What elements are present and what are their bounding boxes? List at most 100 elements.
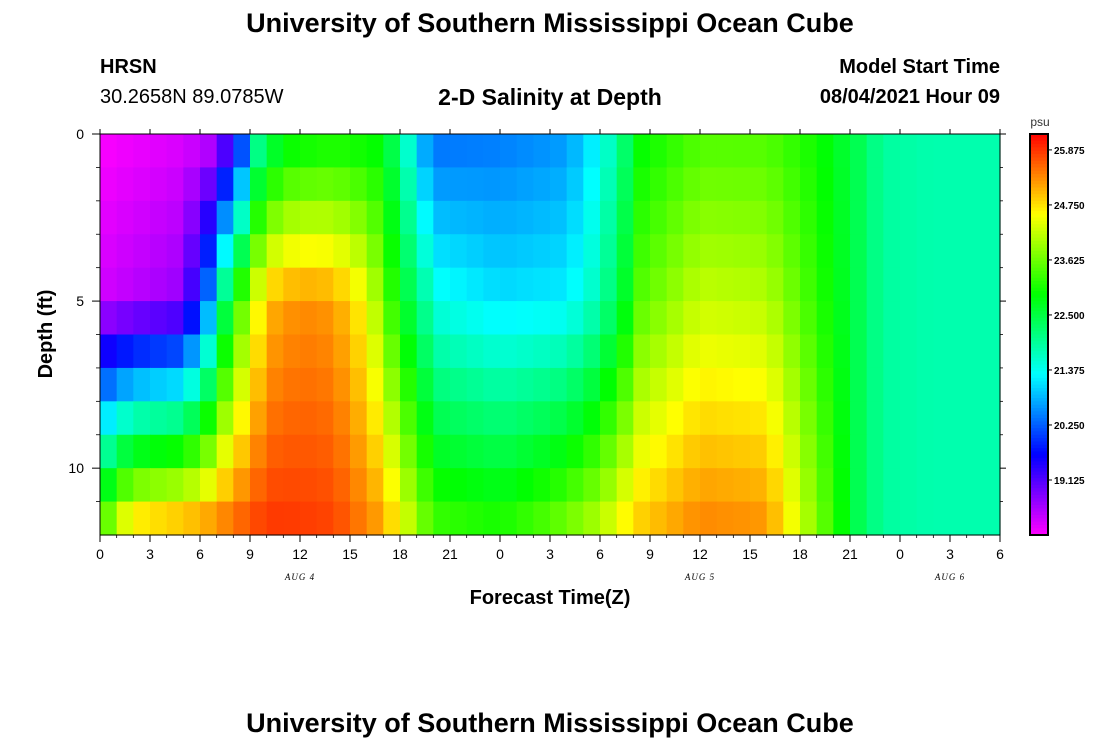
heatmap-cell — [633, 267, 651, 302]
x-axis-label: Forecast Time(Z) — [470, 587, 631, 609]
heatmap-cell — [666, 234, 684, 269]
heatmap-cell — [316, 200, 334, 235]
colorbar-segment — [1030, 501, 1048, 506]
heatmap-cell — [550, 367, 568, 402]
heatmap-cell — [316, 267, 334, 302]
colorbar-segment — [1030, 461, 1048, 466]
heatmap-cell — [350, 434, 368, 469]
heatmap-cell — [500, 200, 518, 235]
heatmap-cell — [133, 200, 151, 235]
heatmap-cell — [100, 401, 118, 436]
x-tick-label: 6 — [596, 546, 604, 562]
heatmap-cell — [266, 468, 284, 503]
heatmap-cell — [466, 234, 484, 269]
colorbar-segment — [1030, 140, 1048, 145]
colorbar-segment — [1030, 471, 1048, 476]
colorbar-segment — [1030, 204, 1048, 209]
colorbar-segment — [1030, 264, 1048, 269]
heatmap-cell — [250, 334, 268, 369]
heatmap-cell — [616, 401, 634, 436]
colorbar-segment — [1030, 224, 1048, 229]
heatmap-cell — [250, 234, 268, 269]
heatmap-cell — [700, 434, 718, 469]
heatmap-cell — [183, 468, 201, 503]
heatmap-cell — [700, 501, 718, 536]
heatmap-cell — [450, 468, 468, 503]
colorbar-segment — [1030, 247, 1048, 252]
y-tick-label: 10 — [68, 460, 84, 476]
heatmap-cell — [433, 234, 451, 269]
heatmap-cell — [700, 367, 718, 402]
heatmap-cell — [783, 334, 801, 369]
heatmap-cell — [500, 468, 518, 503]
heatmap-cell — [816, 434, 834, 469]
heatmap-cell — [850, 200, 868, 235]
heatmap-cell — [750, 267, 768, 302]
heatmap-cell — [833, 367, 851, 402]
colorbar-segment — [1030, 220, 1048, 225]
heatmap-cell — [550, 167, 568, 202]
heatmap-cell — [350, 200, 368, 235]
heatmap-cell — [450, 367, 468, 402]
heatmap-cell — [816, 501, 834, 536]
heatmap-cell — [416, 468, 434, 503]
colorbar-tick-label: 24.750 — [1054, 201, 1085, 212]
heatmap-cell — [816, 334, 834, 369]
heatmap-cell — [350, 234, 368, 269]
heatmap-cell — [800, 167, 818, 202]
heatmap-cell — [583, 234, 601, 269]
colorbar-segment — [1030, 404, 1048, 409]
heatmap-cell — [983, 134, 1001, 169]
colorbar-segment — [1030, 260, 1048, 265]
heatmap-cell — [333, 401, 351, 436]
heatmap-cell — [966, 267, 984, 302]
heatmap-cell — [733, 434, 751, 469]
heatmap-cell — [333, 267, 351, 302]
heatmap-cell — [583, 401, 601, 436]
heatmap-cell — [683, 468, 701, 503]
heatmap-cell — [900, 301, 918, 336]
heatmap-cell — [533, 367, 551, 402]
heatmap-cell — [933, 367, 951, 402]
heatmap-cell — [666, 468, 684, 503]
heatmap-cell — [450, 134, 468, 169]
heatmap-cells — [100, 134, 1001, 536]
heatmap-cell — [300, 200, 318, 235]
heatmap-cell — [166, 134, 184, 169]
heatmap-cell — [716, 267, 734, 302]
heatmap-cell — [400, 167, 418, 202]
heatmap-cell — [300, 167, 318, 202]
heatmap-cell — [116, 401, 134, 436]
heatmap-cell — [516, 134, 534, 169]
colorbar-segment — [1030, 321, 1048, 326]
heatmap-cell — [283, 501, 301, 536]
heatmap-cell — [350, 367, 368, 402]
heatmap-cell — [483, 234, 501, 269]
heatmap-cell — [366, 434, 384, 469]
heatmap-cell — [533, 334, 551, 369]
heatmap-cell — [400, 501, 418, 536]
heatmap-cell — [633, 468, 651, 503]
heatmap-cell — [700, 234, 718, 269]
colorbar-segment — [1030, 438, 1048, 443]
colorbar-tick-label: 25.875 — [1054, 146, 1085, 157]
colorbar-segment — [1030, 357, 1048, 362]
heatmap-cell — [516, 334, 534, 369]
heatmap-cell — [950, 334, 968, 369]
heatmap-cell — [400, 334, 418, 369]
colorbar-segment — [1030, 284, 1048, 289]
heatmap-cell — [766, 434, 784, 469]
heatmap-cell — [966, 434, 984, 469]
heatmap-cell — [933, 501, 951, 536]
heatmap-cell — [716, 434, 734, 469]
heatmap-cell — [950, 401, 968, 436]
heatmap-cell — [283, 334, 301, 369]
heatmap-cell — [683, 167, 701, 202]
heatmap-cell — [183, 234, 201, 269]
colorbar-segment — [1030, 197, 1048, 202]
heatmap-cell — [633, 434, 651, 469]
heatmap-cell — [416, 267, 434, 302]
heatmap-cell — [150, 301, 168, 336]
heatmap-cell — [883, 334, 901, 369]
colorbar-segment — [1030, 508, 1048, 513]
